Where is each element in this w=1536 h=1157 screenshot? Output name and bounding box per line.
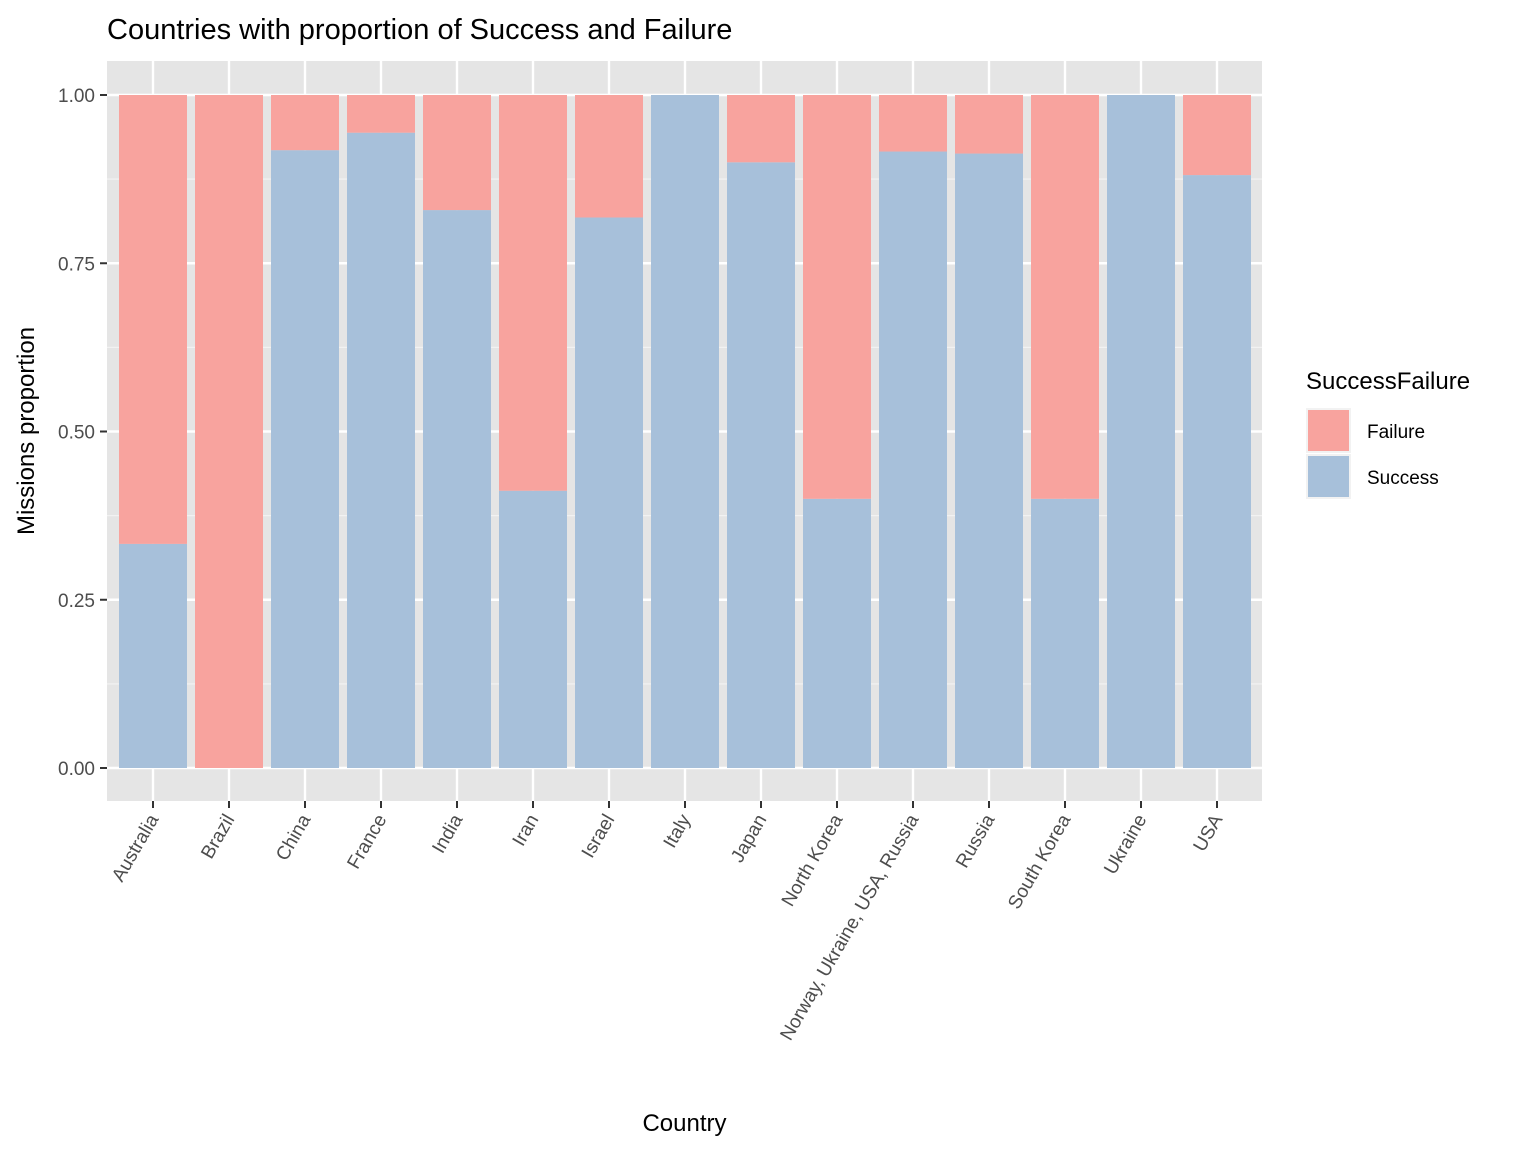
x-axis-title: Country	[642, 1110, 726, 1137]
bar-success-2	[271, 150, 339, 768]
bar-failure-0	[119, 95, 187, 544]
x-tick-label: Japan	[727, 811, 771, 866]
y-tick-label: 0.75	[58, 254, 95, 275]
bar-failure-14	[1183, 95, 1251, 176]
x-tick-label: Norway, Ukraine, USA, Russia	[777, 811, 924, 1045]
bar-failure-9	[803, 95, 871, 499]
bar-failure-12	[1031, 95, 1099, 499]
bar-failure-4	[423, 95, 491, 211]
bar-success-0	[119, 543, 187, 768]
x-tick-label: Israel	[578, 811, 619, 862]
legend-label-success: Success	[1367, 468, 1439, 489]
bar-success-9	[803, 498, 871, 768]
x-tick-label: Russia	[952, 811, 999, 872]
x-tick-label: Italy	[660, 811, 696, 852]
bar-success-12	[1031, 498, 1099, 768]
bar-success-5	[499, 490, 567, 768]
bar-failure-1	[195, 95, 263, 768]
x-tick-label: India	[429, 811, 468, 858]
x-tick-label: Brazil	[197, 811, 239, 863]
bar-failure-2	[271, 95, 339, 151]
bar-failure-10	[879, 95, 947, 152]
y-tick-label: 1.00	[58, 86, 95, 107]
bar-success-6	[575, 217, 643, 769]
bar-success-8	[727, 162, 795, 769]
bar-success-11	[955, 153, 1023, 768]
y-tick-label: 0.25	[58, 591, 95, 612]
x-tick-label: USA	[1190, 811, 1228, 856]
bar-failure-11	[955, 95, 1023, 154]
y-axis: 0.00 0.25 0.50 0.75 1.00	[58, 86, 107, 780]
x-tick-label: South Korea	[1004, 811, 1075, 913]
legend-key-failure	[1308, 410, 1349, 451]
x-tick-label: France	[344, 811, 392, 873]
bars	[119, 95, 1251, 769]
y-tick-label: 0.50	[58, 423, 95, 444]
x-tick-label: China	[272, 811, 315, 865]
x-axis: Australia Brazil China France India Iran Israe…	[108, 801, 1227, 1044]
y-tick-label: 0.00	[58, 759, 95, 780]
x-tick-label: Australia	[108, 811, 163, 886]
bar-failure-6	[575, 95, 643, 218]
x-tick-label: Iran	[509, 811, 544, 850]
bar-success-14	[1183, 175, 1251, 768]
bar-success-4	[423, 210, 491, 768]
legend-key-success	[1308, 456, 1349, 497]
bar-success-7	[651, 95, 719, 768]
legend-title: SuccessFailure	[1306, 368, 1470, 395]
bar-success-3	[347, 132, 415, 769]
bar-failure-8	[727, 95, 795, 163]
legend: SuccessFailure Failure Success	[1306, 368, 1470, 499]
x-tick-label: North Korea	[778, 811, 848, 911]
legend-label-failure: Failure	[1367, 422, 1425, 443]
chart-title: Countries with proportion of Success and…	[107, 14, 732, 46]
bar-failure-5	[499, 95, 567, 491]
bar-failure-3	[347, 95, 415, 133]
bar-success-10	[879, 151, 947, 769]
x-tick-label: Ukraine	[1100, 811, 1151, 878]
bar-success-13	[1107, 95, 1175, 768]
y-axis-title: Missions proportion	[13, 327, 40, 535]
